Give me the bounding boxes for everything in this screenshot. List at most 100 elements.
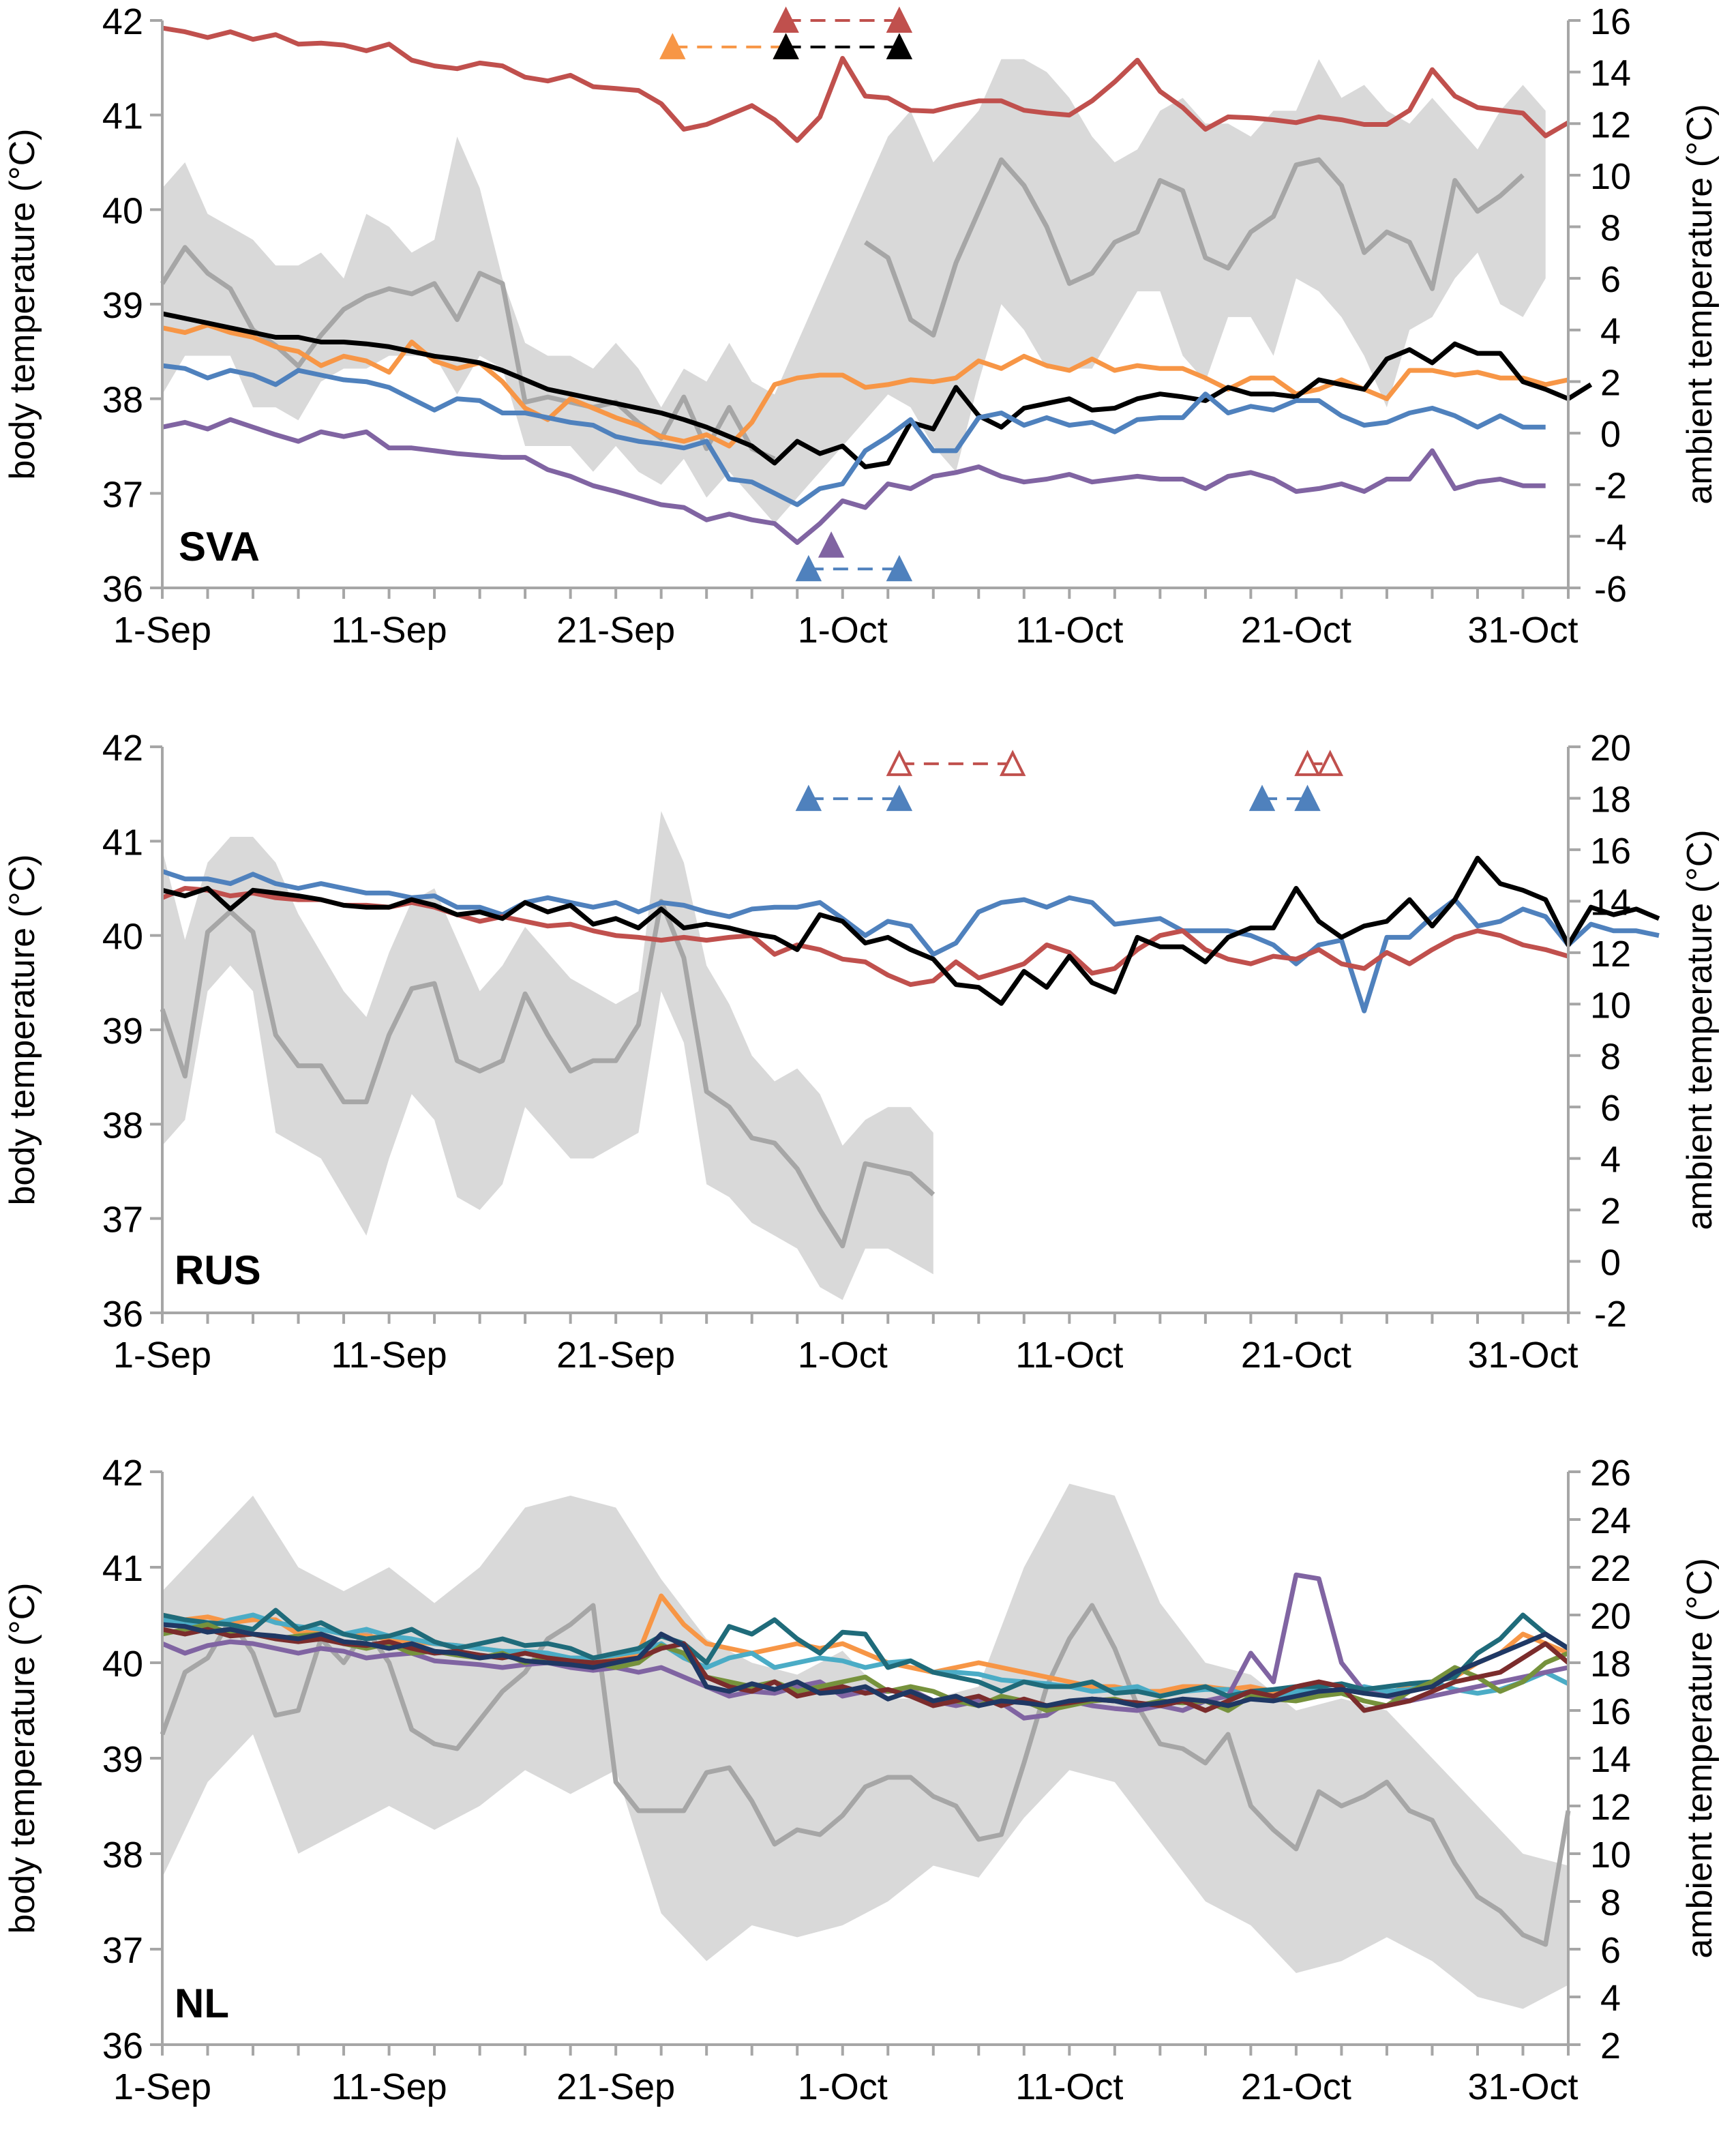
event-marker (795, 784, 822, 812)
y2-tick-label: 2 (1600, 1191, 1621, 1232)
y-tick-label: 40 (102, 917, 143, 958)
y2-tick-label: 6 (1600, 1088, 1621, 1129)
y2-tick-label: -4 (1594, 517, 1627, 558)
x-tick-label: 11-Oct (1015, 2066, 1123, 2107)
y-tick-label: 38 (102, 380, 143, 421)
x-tick-label: 11-Sep (331, 1335, 447, 1376)
y-tick-label: 41 (102, 1548, 143, 1589)
x-tick-label: 11-Sep (331, 2066, 447, 2107)
y-tick-label: 41 (102, 822, 143, 863)
event-marker (795, 554, 822, 582)
y2-tick-label: 10 (1590, 156, 1631, 197)
y2-tick-label: 20 (1590, 728, 1631, 769)
x-tick-label: 21-Sep (556, 610, 675, 651)
y-tick-label: 37 (102, 474, 143, 515)
chart-panel-rus: 36 37 38 39 40 41 42 -2 0 2 4 6 8 10 12 14 16 18 20 1-Sep 11… (3, 728, 1720, 1376)
y2-tick-label: 18 (1590, 779, 1631, 820)
x-tick-label: 1-Oct (798, 1335, 888, 1376)
y-tick-label: 42 (102, 728, 143, 769)
y2-tick-label: 6 (1600, 259, 1621, 300)
y2-tick-label: 20 (1590, 1596, 1631, 1637)
y-tick-label: 40 (102, 1644, 143, 1685)
y-tick-label: 41 (102, 96, 143, 137)
y-tick-label: 39 (102, 1739, 143, 1780)
y-tick-label: 39 (102, 285, 143, 326)
y-tick-label: 36 (102, 2026, 143, 2066)
y-tick-label: 42 (102, 1453, 143, 1494)
event-marker (773, 6, 799, 33)
series-line-red (162, 25, 1570, 143)
x-tick-label: 31-Oct (1467, 610, 1578, 651)
event-marker (1317, 750, 1344, 776)
y-tick-label: 36 (102, 569, 143, 610)
series-line-black (162, 311, 1593, 469)
y-axis-title: body temperature (°C) (3, 855, 42, 1206)
y-tick-label: 36 (102, 1294, 143, 1335)
y-tick-label: 38 (102, 1105, 143, 1146)
y-tick-label: 39 (102, 1011, 143, 1052)
x-tick-label: 21-Oct (1241, 610, 1351, 651)
y2-tick-label: 12 (1590, 934, 1631, 975)
y2-tick-label: 12 (1590, 1787, 1631, 1828)
event-marker (818, 531, 845, 558)
y2-axis-title: ambient temperature (°C) (1680, 104, 1720, 504)
y2-tick-label: 12 (1590, 104, 1631, 145)
panel-label: SVA (179, 524, 260, 569)
y-axis-title: body temperature (°C) (3, 1583, 42, 1934)
y2-tick-label: 2 (1600, 2026, 1621, 2066)
y2-tick-label: -6 (1594, 569, 1627, 610)
x-tick-label: 21-Oct (1241, 2066, 1351, 2107)
y2-tick-label: 10 (1590, 1835, 1631, 1876)
event-marker (886, 554, 913, 582)
x-tick-label: 11-Oct (1015, 610, 1123, 651)
series-line-darkred (162, 1627, 1570, 1713)
event-marker (1294, 784, 1321, 812)
x-tick-label: 31-Oct (1467, 1335, 1578, 1376)
ambient-range-band (162, 59, 1546, 524)
series-line-ambient (160, 1603, 1571, 1947)
panel-label: NL (175, 1981, 229, 2026)
event-marker (1248, 784, 1276, 812)
y2-tick-label: 14 (1590, 1739, 1631, 1780)
event-marker (886, 6, 913, 33)
ambient-range-band (162, 1483, 1568, 2009)
x-tick-label: 11-Sep (331, 610, 447, 651)
event-marker (886, 33, 913, 59)
y-tick-label: 40 (102, 190, 143, 231)
x-tick-label: 31-Oct (1467, 2066, 1578, 2107)
y2-tick-label: 26 (1590, 1453, 1631, 1494)
y-axis-title: body temperature (°C) (3, 129, 42, 480)
panel-label: RUS (175, 1247, 261, 1293)
y2-tick-label: 2 (1600, 362, 1621, 403)
y-tick-label: 38 (102, 1835, 143, 1876)
y2-axis-title: ambient temperature (°C) (1680, 829, 1720, 1230)
y-tick-label: 37 (102, 1200, 143, 1241)
y2-tick-label: -2 (1594, 1294, 1627, 1335)
y2-tick-label: 4 (1600, 311, 1621, 352)
x-tick-label: 21-Oct (1241, 1335, 1351, 1376)
event-marker (773, 33, 799, 59)
y-tick-label: 42 (102, 1, 143, 42)
y2-tick-label: 22 (1590, 1548, 1631, 1589)
y-tick-label: 37 (102, 1930, 143, 1971)
series-line-black (162, 855, 1660, 1006)
y2-tick-label: 14 (1590, 53, 1631, 94)
series-line-purple (162, 417, 1546, 545)
x-tick-label: 1-Sep (113, 2066, 211, 2107)
x-tick-label: 21-Sep (556, 1335, 675, 1376)
x-tick-label: 1-Sep (113, 1335, 211, 1376)
event-marker (886, 784, 913, 812)
event-marker (999, 750, 1026, 776)
y2-axis-title: ambient temperature (°C) (1680, 1558, 1720, 1958)
y2-tick-label: 16 (1590, 831, 1631, 872)
x-tick-label: 1-Oct (798, 610, 888, 651)
y2-tick-label: 18 (1590, 1644, 1631, 1685)
x-tick-label: 1-Oct (798, 2066, 888, 2107)
event-marker (1294, 750, 1321, 776)
series-line-blue (162, 363, 1546, 507)
y2-tick-label: -2 (1594, 466, 1627, 507)
y2-tick-label: 10 (1590, 985, 1631, 1026)
series-line-ambient (160, 898, 936, 1249)
y2-tick-label: 4 (1600, 1978, 1621, 2019)
